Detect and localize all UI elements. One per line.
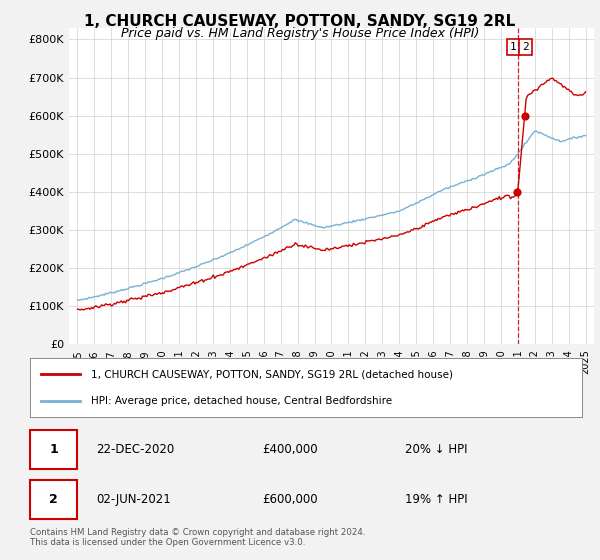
Point [520, 111, 530, 120]
Text: 1, CHURCH CAUSEWAY, POTTON, SANDY, SG19 2RL (detached house): 1, CHURCH CAUSEWAY, POTTON, SANDY, SG19 … [91, 369, 453, 379]
Text: 1, CHURCH CAUSEWAY, POTTON, SANDY, SG19 2RL: 1, CHURCH CAUSEWAY, POTTON, SANDY, SG19 … [85, 14, 515, 29]
Text: £600,000: £600,000 [262, 493, 317, 506]
Text: 02-JUN-2021: 02-JUN-2021 [96, 493, 171, 506]
Text: 20% ↓ HPI: 20% ↓ HPI [406, 443, 468, 456]
Text: 2: 2 [49, 493, 58, 506]
Text: Price paid vs. HM Land Registry's House Price Index (HPI): Price paid vs. HM Land Registry's House … [121, 27, 479, 40]
Text: Contains HM Land Registry data © Crown copyright and database right 2024.
This d: Contains HM Land Registry data © Crown c… [30, 528, 365, 547]
Point [512, 188, 522, 197]
Text: 19% ↑ HPI: 19% ↑ HPI [406, 493, 468, 506]
Text: 22-DEC-2020: 22-DEC-2020 [96, 443, 175, 456]
Text: 1: 1 [49, 443, 58, 456]
FancyBboxPatch shape [30, 430, 77, 469]
Text: £400,000: £400,000 [262, 443, 317, 456]
FancyBboxPatch shape [30, 480, 77, 519]
Text: 2: 2 [522, 42, 529, 52]
Text: 1: 1 [510, 42, 517, 52]
Text: HPI: Average price, detached house, Central Bedfordshire: HPI: Average price, detached house, Cent… [91, 396, 392, 407]
